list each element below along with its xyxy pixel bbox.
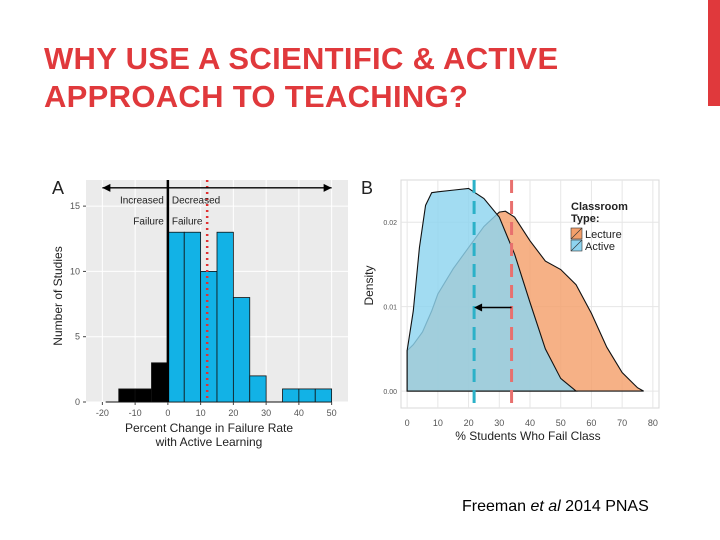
density-area-active [406, 187, 578, 392]
y-tick-label: 0.00 [383, 389, 397, 396]
x-tick-label: 50 [556, 418, 566, 428]
legend-title-line-1: Classroom [571, 201, 628, 213]
x-tick-label: 30 [261, 408, 271, 418]
y-tick-label: 15 [70, 201, 80, 211]
annotation-failure-left: Failure [133, 216, 164, 227]
histogram-bar [134, 388, 152, 403]
x-tick-label: 10 [196, 408, 206, 418]
panel-label-b: B [361, 178, 373, 198]
annotation-decreased: Decreased [172, 196, 220, 207]
histogram-bar [200, 271, 218, 403]
x-tick-label: 0 [165, 408, 170, 418]
x-axis-title-line-1: Percent Change in Failure Rate [125, 421, 293, 435]
histogram-bar [118, 388, 136, 403]
x-tick-label: 60 [586, 418, 596, 428]
histogram-bar [282, 388, 300, 403]
annotation-failure-right: Failure [172, 216, 203, 227]
accent-bar [708, 0, 720, 106]
direction-arrow-right-head [323, 183, 332, 192]
citation-author: Freeman [462, 498, 531, 515]
histogram-bar [314, 388, 333, 403]
x-axis-title: % Students Who Fail Class [455, 429, 600, 443]
histogram-bar [249, 375, 267, 403]
y-tick-label: 0.01 [383, 305, 397, 312]
x-tick-label: -10 [129, 408, 142, 418]
title-line-2: APPROACH TO TEACHING? [44, 79, 469, 114]
legend-swatch-slash [570, 227, 583, 240]
x-tick-label: 80 [648, 418, 658, 428]
x-tick-label: 10 [433, 418, 443, 428]
legend-title-line-2: Type: [571, 213, 600, 225]
y-tick-label: 5 [75, 332, 80, 342]
title-line-1: WHY USE A SCIENTIFIC & ACTIVE [44, 41, 559, 76]
histogram-bar [151, 362, 169, 403]
panel-label-a: A [52, 178, 64, 198]
histogram-bar [216, 231, 234, 403]
legend-label-active: Active [585, 241, 615, 253]
x-tick-label: -20 [96, 408, 109, 418]
citation-etal: et al [530, 498, 561, 515]
x-tick-label: 40 [525, 418, 535, 428]
x-tick-label: 40 [294, 408, 304, 418]
x-tick-label: 50 [327, 408, 337, 418]
histogram-chart-a: Increased Failure Decreased Failure -20 -10 0 1… [51, 178, 348, 449]
citation: Freeman et al 2014 PNAS [462, 498, 649, 516]
histogram-bar [298, 388, 316, 403]
citation-year-journal: 2014 PNAS [560, 498, 649, 515]
histogram-bar [183, 231, 202, 403]
y-axis-title: Density [362, 266, 376, 306]
annotation-increased: Increased [120, 196, 164, 207]
y-tick-label: 0.02 [383, 220, 397, 227]
y-tick-label: 0 [75, 397, 80, 407]
histogram-bar [232, 297, 251, 403]
y-axis-title: Number of Studies [51, 246, 65, 345]
x-tick-label: 70 [617, 418, 627, 428]
histogram-bar [167, 231, 185, 403]
direction-arrow-left-head [102, 183, 111, 192]
x-tick-label: 0 [405, 418, 410, 428]
shift-arrow-head [474, 303, 483, 312]
slide-title: WHY USE A SCIENTIFIC & ACTIVE APPROACH T… [44, 40, 684, 116]
y-tick-label: 10 [70, 266, 80, 276]
x-tick-label: 20 [464, 418, 474, 428]
legend-swatch-slash [570, 239, 583, 252]
x-tick-label: 20 [228, 408, 238, 418]
legend-label-lecture: Lecture [585, 229, 622, 241]
x-axis-title-line-2: with Active Learning [155, 435, 263, 449]
x-tick-label: 30 [494, 418, 504, 428]
